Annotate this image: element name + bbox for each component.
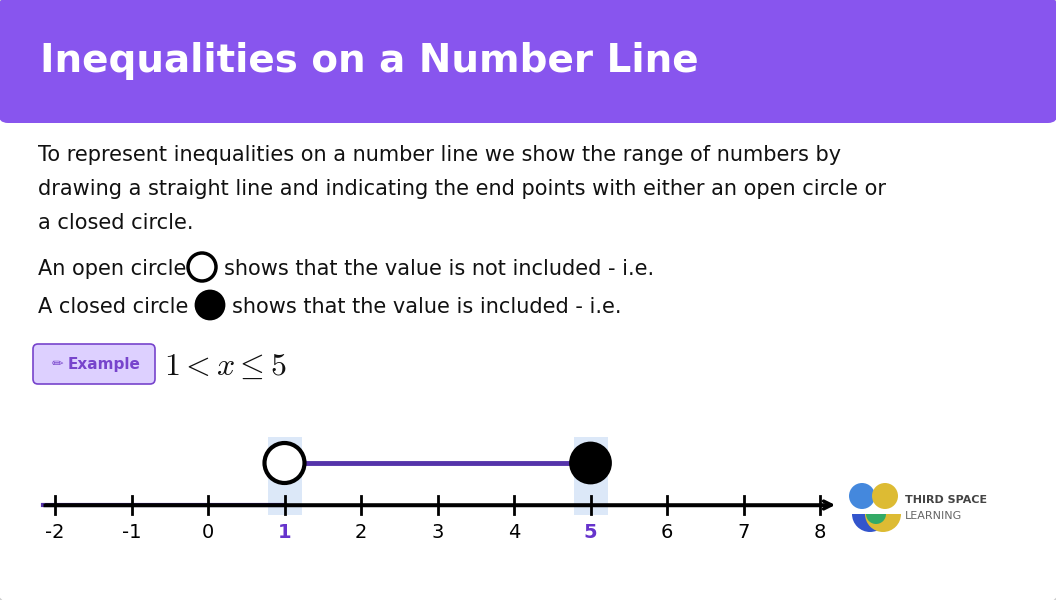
Text: 4: 4 — [508, 523, 521, 542]
Text: 3: 3 — [431, 523, 444, 542]
Text: 5: 5 — [584, 523, 598, 542]
Text: drawing a straight line and indicating the end points with either an open circle: drawing a straight line and indicating t… — [38, 179, 886, 199]
Text: 6: 6 — [661, 523, 673, 542]
Circle shape — [849, 483, 875, 509]
Circle shape — [264, 443, 304, 483]
FancyBboxPatch shape — [0, 0, 1056, 123]
Text: LEARNING: LEARNING — [905, 511, 962, 521]
Text: Example: Example — [68, 356, 140, 371]
Text: An open circle: An open circle — [38, 259, 186, 279]
Text: Inequalities on a Number Line: Inequalities on a Number Line — [40, 41, 699, 79]
Text: -1: -1 — [121, 523, 142, 542]
Wedge shape — [866, 514, 886, 524]
Text: ✏: ✏ — [52, 357, 63, 371]
Text: $1 < x \leq 5$: $1 < x \leq 5$ — [164, 351, 286, 382]
Circle shape — [196, 291, 224, 319]
Circle shape — [872, 483, 898, 509]
Text: A closed circle: A closed circle — [38, 297, 188, 317]
FancyBboxPatch shape — [33, 344, 155, 384]
Text: 7: 7 — [737, 523, 750, 542]
Circle shape — [570, 443, 610, 483]
Text: -2: -2 — [45, 523, 64, 542]
Bar — [267, 437, 302, 515]
Text: 8: 8 — [814, 523, 826, 542]
Circle shape — [188, 253, 216, 281]
Text: shows that the value is not included - i.e.: shows that the value is not included - i… — [224, 259, 654, 279]
Bar — [573, 437, 607, 515]
Text: shows that the value is included - i.e.: shows that the value is included - i.e. — [232, 297, 622, 317]
Text: 1: 1 — [278, 523, 291, 542]
Text: a closed circle.: a closed circle. — [38, 213, 193, 233]
Text: 0: 0 — [202, 523, 214, 542]
Text: 2: 2 — [355, 523, 367, 542]
Bar — [18, 93, 1038, 113]
Wedge shape — [865, 514, 901, 532]
Text: THIRD SPACE: THIRD SPACE — [905, 495, 987, 505]
Text: To represent inequalities on a number line we show the range of numbers by: To represent inequalities on a number li… — [38, 145, 842, 165]
Wedge shape — [852, 514, 888, 532]
